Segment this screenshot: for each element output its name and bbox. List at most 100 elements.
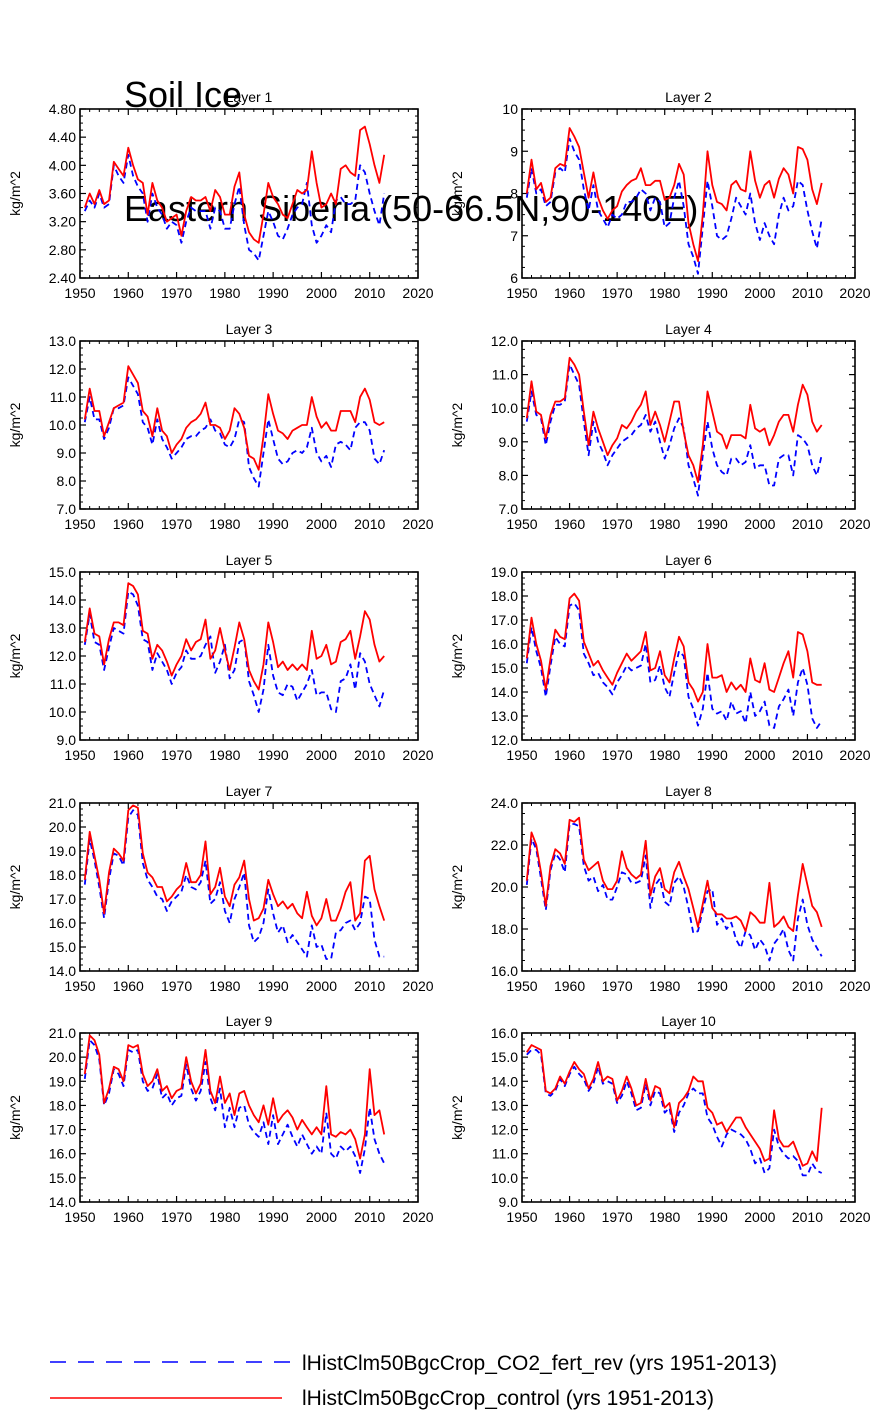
y-tick-label: 19.0: [491, 564, 518, 580]
y-tick-label: 10: [502, 101, 518, 117]
y-tick-label: 17.0: [491, 612, 518, 628]
x-tick-label: 2020: [402, 1209, 433, 1225]
plot-frame: [521, 340, 856, 510]
y-tick-label: 17.0: [49, 891, 76, 907]
panel-layer-8: Layer 8 16.0 18.0 20.0 22.0 24.0 1950 1960 1970 1…: [449, 783, 871, 994]
x-tick-label: 2020: [839, 285, 870, 301]
x-tick-label: 1950: [64, 1209, 95, 1225]
x-tick-label: 1990: [697, 1209, 728, 1225]
y-tick-label: 19.0: [49, 1073, 76, 1089]
panel-title: Layer 1: [226, 89, 273, 105]
y-tick-label: 8.0: [499, 467, 519, 483]
y-tick-label: 7.0: [499, 501, 519, 517]
series-line-co2-fert-rev: [526, 1049, 823, 1177]
y-axis-label: kg/m^2: [7, 171, 23, 216]
x-tick-label: 1990: [697, 978, 728, 994]
y-tick-label: 12.0: [49, 648, 76, 664]
y-tick-label: 18.0: [491, 588, 518, 604]
x-tick-label: 1970: [161, 516, 192, 532]
series-line-control: [525, 816, 823, 932]
panel-layer-6: Layer 6 12.0 13.0 14.0 15.0 16.0 17.0 18.0 19.0 1…: [449, 552, 871, 763]
x-tick-label: 1990: [697, 516, 728, 532]
series-line-control: [83, 365, 385, 471]
y-tick-label: 12.0: [491, 732, 518, 748]
y-tick-label: 8.0: [57, 473, 77, 489]
y-tick-label: 16.0: [491, 636, 518, 652]
x-tick-label: 1950: [506, 747, 537, 763]
x-tick-label: 2020: [402, 516, 433, 532]
x-tick-label: 1990: [258, 1209, 289, 1225]
y-tick-label: 3.60: [49, 186, 76, 202]
panel-title: Layer 10: [661, 1013, 716, 1029]
x-tick-label: 1950: [506, 1209, 537, 1225]
y-tick-label: 14.0: [49, 963, 76, 979]
x-tick-label: 2000: [306, 978, 337, 994]
y-tick-label: 15.0: [49, 564, 76, 580]
x-tick-label: 2000: [306, 285, 337, 301]
y-tick-label: 6: [510, 270, 518, 286]
x-tick-label: 1950: [64, 285, 95, 301]
x-tick-label: 1950: [506, 978, 537, 994]
x-tick-label: 2000: [744, 285, 775, 301]
y-tick-label: 11.0: [492, 367, 518, 383]
y-tick-label: 18.0: [49, 867, 76, 883]
plot-frame: [521, 1032, 856, 1203]
y-tick-label: 13.0: [491, 708, 518, 724]
y-tick-label: 11.0: [492, 1146, 518, 1162]
y-tick-label: 10.0: [491, 1170, 518, 1186]
y-tick-label: 3.20: [49, 214, 76, 230]
x-tick-label: 1960: [113, 747, 144, 763]
y-tick-label: 9.0: [499, 434, 519, 450]
x-tick-label: 2010: [792, 1209, 823, 1225]
panel-layer-7: Layer 7 14.0 15.0 16.0 17.0 18.0 19.0 20.0 21.0 1…: [7, 783, 434, 994]
y-axis-label: kg/m^2: [449, 633, 465, 678]
y-tick-label: 14.0: [491, 1073, 518, 1089]
series-line-control: [525, 592, 822, 703]
x-tick-label: 1960: [554, 1209, 585, 1225]
x-tick-label: 2020: [839, 978, 870, 994]
x-tick-label: 2020: [402, 285, 433, 301]
plot-frame: [79, 571, 419, 741]
series-line-co2-fert-rev: [83, 1039, 386, 1174]
plot-frame: [79, 802, 419, 972]
series-line-co2-fert-rev: [83, 590, 386, 713]
x-tick-label: 1980: [649, 747, 680, 763]
x-tick-label: 2020: [402, 978, 433, 994]
x-tick-label: 1960: [113, 285, 144, 301]
x-tick-label: 2010: [792, 285, 823, 301]
x-tick-label: 1950: [64, 978, 95, 994]
y-tick-label: 4.40: [49, 129, 76, 145]
figure-title-line-2: Eastern Siberia (50-66.5N,90-140E): [124, 188, 699, 229]
y-tick-label: 7: [510, 228, 518, 244]
x-tick-label: 1970: [602, 285, 633, 301]
y-tick-label: 2.80: [49, 242, 76, 258]
x-tick-label: 2020: [402, 747, 433, 763]
series-line-control: [83, 1034, 386, 1160]
x-tick-label: 1960: [113, 516, 144, 532]
y-tick-label: 14.0: [49, 592, 76, 608]
x-tick-label: 2010: [354, 747, 385, 763]
y-tick-label: 19.0: [49, 843, 76, 859]
y-tick-label: 9.0: [57, 732, 77, 748]
x-tick-label: 1990: [258, 516, 289, 532]
series-line-control: [83, 582, 385, 691]
series-line-co2-fert-rev: [525, 823, 823, 962]
x-tick-label: 1960: [554, 978, 585, 994]
y-tick-label: 21.0: [49, 1025, 76, 1041]
y-tick-label: 15.0: [49, 1170, 76, 1186]
y-tick-label: 15.0: [49, 939, 76, 955]
x-tick-label: 2010: [354, 1209, 385, 1225]
y-tick-label: 20.0: [491, 879, 518, 895]
x-tick-label: 2020: [839, 1209, 870, 1225]
figure-title: Soil Ice Eastern Siberia (50-66.5N,90-14…: [124, 0, 698, 266]
x-tick-label: 1970: [602, 978, 633, 994]
x-tick-label: 1970: [161, 978, 192, 994]
panel-layer-5: Layer 5 9.0 10.0 11.0 12.0 13.0 14.0 15.0 1950 19…: [7, 552, 434, 763]
y-axis-label: kg/m^2: [7, 633, 23, 678]
series-line-control: [526, 1044, 823, 1167]
x-tick-label: 2020: [839, 747, 870, 763]
panel-title: Layer 9: [226, 1013, 273, 1029]
x-tick-label: 1990: [258, 747, 289, 763]
x-tick-label: 1980: [209, 516, 240, 532]
